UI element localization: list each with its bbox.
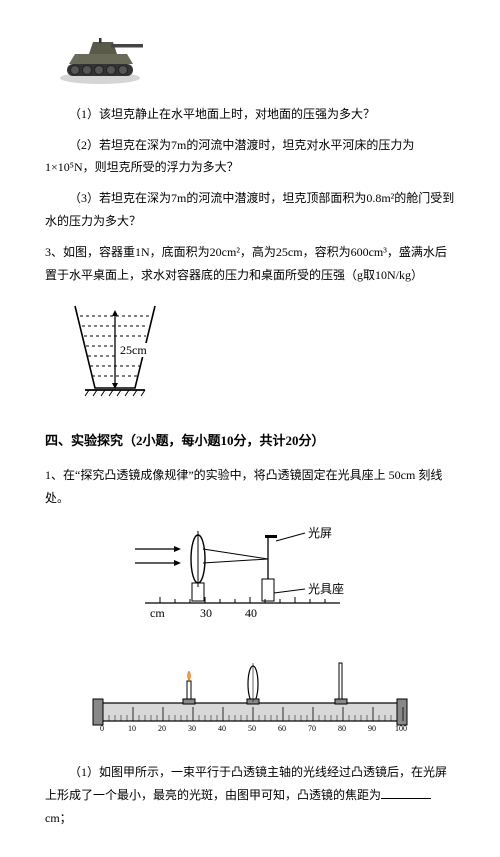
ruler-70: 70	[308, 724, 316, 733]
seat-label: 光具座	[308, 581, 344, 596]
ruler-80: 80	[338, 724, 346, 733]
lens-diagram-top: 光屏 光具座 cm 30 40	[45, 521, 455, 639]
container-height-label: 25cm	[120, 343, 147, 357]
ruler-10: 10	[128, 724, 136, 733]
ruler-90: 90	[368, 724, 376, 733]
tick-40: 40	[245, 606, 257, 620]
question-2-1: （1）该坦克静止在水平地面上时，对地面的压强为多大？	[45, 103, 455, 126]
ruler-50: 50	[248, 724, 256, 733]
q4-1-1-text-b: cm；	[45, 811, 72, 825]
unit-cm: cm	[150, 606, 165, 620]
blank-focal-length	[381, 786, 431, 799]
ruler-20: 20	[158, 724, 166, 733]
optical-bench-figure: 0 10 20 30 40 50 60 70 80 90 100	[45, 651, 455, 749]
question-4-1: 1、在“探究凸透镜成像规律”的实验中，将凸透镜固定在光具座上 50cm 刻线处。	[45, 464, 455, 510]
ruler-100: 100	[395, 724, 407, 733]
ruler-30: 30	[188, 724, 196, 733]
ruler-0: 0	[100, 724, 104, 733]
question-4-1-1: （1）如图甲所示，一束平行于凸透镜主轴的光线经过凸透镜后，在光屏上形成了一个最小…	[45, 761, 455, 829]
section-4-title: 四、实验探究（2小题，每小题10分，共计20分）	[45, 429, 455, 454]
tank-image	[55, 30, 455, 93]
question-2-3: （3）若坦克在深为7m的河流中潜渡时，坦克顶部面积为0.8m²的舱门受到水的压力…	[45, 187, 455, 233]
screen-label: 光屏	[308, 526, 332, 540]
container-figure: 25cm	[65, 298, 455, 411]
question-2-2: （2）若坦克在深为7m的河流中潜渡时，坦克对水平河床的压力为1×10⁵N，则坦克…	[45, 134, 455, 180]
tick-30: 30	[200, 606, 212, 620]
question-3: 3、如图，容器重1N，底面积为20cm²，高为25cm，容积为600cm³，盛满…	[45, 241, 455, 287]
ruler-60: 60	[278, 724, 286, 733]
ruler-40: 40	[218, 724, 226, 733]
